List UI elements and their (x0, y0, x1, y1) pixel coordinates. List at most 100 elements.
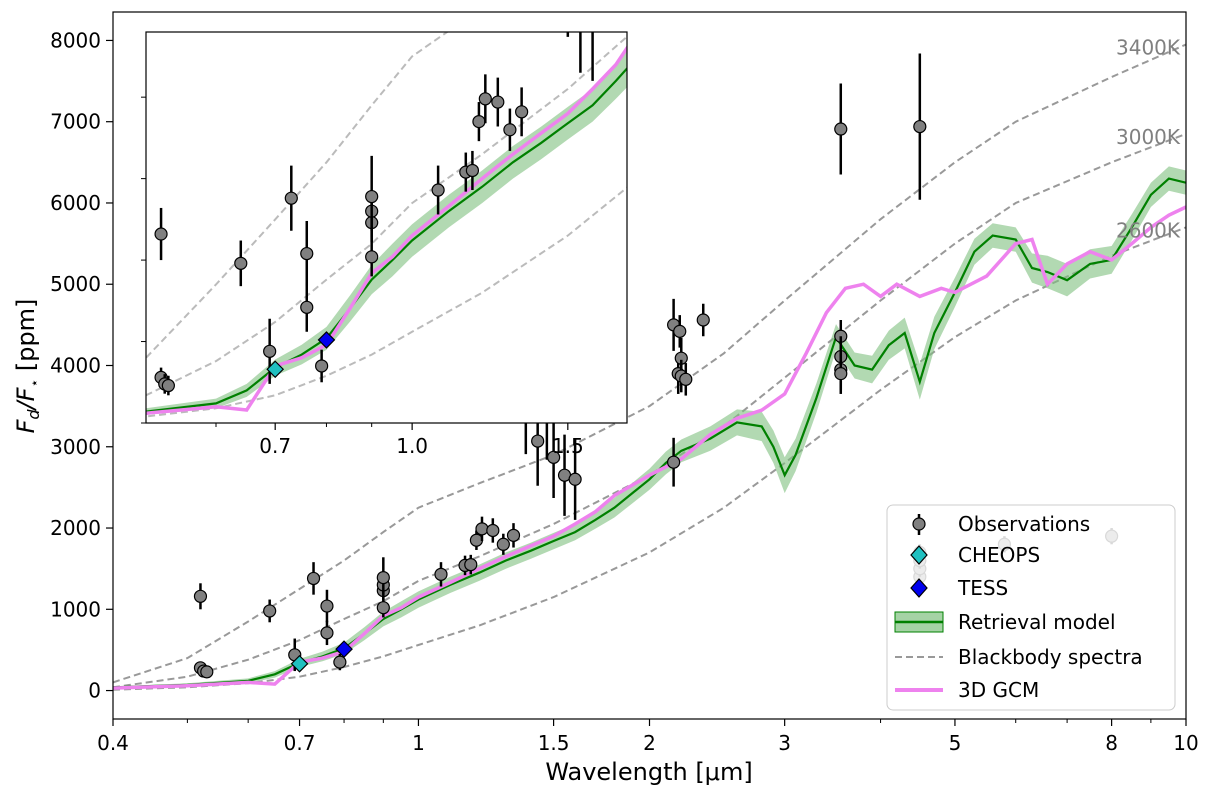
legend-label-tess: TESS (957, 576, 1008, 600)
y-axis-title-sub1: d (24, 409, 43, 420)
cheops-point (290, 654, 309, 673)
legend-label-cheops: CHEOPS (958, 543, 1040, 567)
inset-blackbody-line-3000k (146, 35, 627, 397)
inset-observation-point (984, 173, 996, 185)
observation-point (568, 472, 582, 486)
gcm-line (113, 205, 1186, 690)
legend-frame (886, 504, 1176, 711)
y-axis-title: Fd/F⋆ [ppm] (12, 299, 43, 434)
inset-observation-point (478, 92, 492, 106)
legend-observations-marker (912, 517, 926, 531)
inset-plot: 0.7 1.0 1.5 (141, 0, 1212, 458)
legend-label-blackbody: Blackbody spectra (958, 645, 1143, 669)
inset-observation-point (284, 191, 298, 205)
inset-retrieval-line (146, 66, 627, 413)
y-tick-label: 1000 (50, 597, 101, 621)
observation-point (496, 537, 510, 551)
inset-observation-point (465, 163, 480, 178)
blackbody-label-3400k: 3400K (1116, 36, 1181, 60)
y-axis-ticks: 0 1000 2000 3000 4000 5000 6000 7000 8000 (50, 28, 113, 703)
inset-observation-point (300, 246, 314, 261)
y-tick-label: 4000 (50, 354, 101, 378)
x-tick-label: 0.7 (284, 731, 316, 755)
x-tick-label: 10 (1173, 731, 1198, 755)
inset-blackbody-line-2600k (146, 186, 627, 418)
x-tick-label: 1 (412, 731, 425, 755)
legend-entry-retrieval: Retrieval model (894, 610, 1116, 634)
observation-point (667, 455, 681, 469)
inset-observation-point (984, 156, 996, 168)
observation-point (531, 434, 545, 448)
observation-point (464, 557, 478, 572)
observation-point (193, 589, 208, 603)
y-axis-title-main: F (12, 418, 40, 433)
y-tick-label: 7000 (50, 110, 101, 134)
inset-observation-point (503, 123, 517, 137)
inset-data-layer (146, 0, 1212, 418)
legend-entry-tess: TESS (910, 576, 1008, 600)
legend-label-gcm: 3D GCM (958, 678, 1039, 702)
inset-x-tick-label: 1.5 (552, 434, 584, 458)
inset-observation-point (491, 95, 505, 109)
legend-entry-gcm: 3D GCM (895, 678, 1039, 702)
inset-background (146, 32, 627, 423)
observation-point (547, 450, 561, 464)
y-tick-label: 6000 (50, 191, 101, 215)
inset-observation-point (161, 378, 175, 393)
x-tick-label: 3 (778, 731, 791, 755)
inset-x-tick-label: 1.0 (396, 434, 428, 458)
y-tick-label: 3000 (50, 435, 101, 459)
retrieval-line (113, 177, 1186, 689)
blackbody-labels: 3400K 3000K 2600K (1116, 36, 1181, 243)
y-tick-label: 0 (88, 679, 101, 703)
inset-observation-point (234, 256, 248, 270)
observation-point (506, 528, 521, 542)
blackbody-label-2600k: 2600K (1116, 218, 1181, 242)
x-tick-label: 8 (1105, 731, 1118, 755)
inset-observation-point (365, 250, 379, 264)
observation-point (834, 122, 848, 136)
observation-point (696, 313, 710, 327)
y-tick-label: 5000 (50, 272, 101, 296)
observation-point (834, 367, 848, 381)
inset-gcm-line (146, 44, 627, 415)
inset-blackbody-line-3400k (146, 32, 449, 359)
inset-observation-point (1081, 124, 1093, 136)
y-axis-title-sub2: ⋆ (27, 379, 43, 388)
inset-observation-point (315, 359, 329, 373)
observation-point (469, 533, 484, 547)
legend-tess-marker (910, 578, 928, 598)
x-tick-label: 0.4 (97, 731, 129, 755)
observation-point (263, 604, 277, 618)
inset-observation-point (984, 189, 996, 201)
inset-observation-point (365, 189, 379, 204)
legend-cheops-marker (910, 545, 928, 565)
observation-point (376, 601, 390, 615)
inset-cheops-point (266, 360, 285, 379)
observation-point (673, 324, 687, 338)
x-tick-label: 1.5 (538, 731, 570, 755)
observation-point (306, 571, 321, 586)
y-axis-title-unit: [ppm] (12, 299, 40, 379)
inset-observation-point (587, 0, 599, 5)
inset-tess-point (317, 331, 336, 349)
y-axis-title-mid: /F (12, 386, 40, 411)
inset-observation-point (431, 183, 445, 197)
tess-point (335, 640, 353, 658)
inset-x-axis-ticks: 0.7 1.0 1.5 (215, 423, 584, 458)
blackbody-label-3000k: 3000K (1116, 125, 1181, 149)
x-tick-label: 5 (949, 731, 962, 755)
inset-observation-point (472, 115, 486, 129)
y-tick-label: 2000 (50, 516, 101, 540)
observation-point (434, 567, 448, 581)
observation-point (679, 372, 693, 386)
legend-entry-observations: Observations (912, 512, 1090, 536)
observation-point (376, 570, 390, 585)
legend-label-observations: Observations (958, 512, 1090, 536)
legend-label-retrieval: Retrieval model (958, 610, 1116, 634)
inset-observation-point (154, 227, 168, 241)
inset-observation-point (515, 105, 529, 119)
inset-observation-point (1205, 107, 1212, 119)
legend-entry-blackbody: Blackbody spectra (895, 645, 1143, 669)
